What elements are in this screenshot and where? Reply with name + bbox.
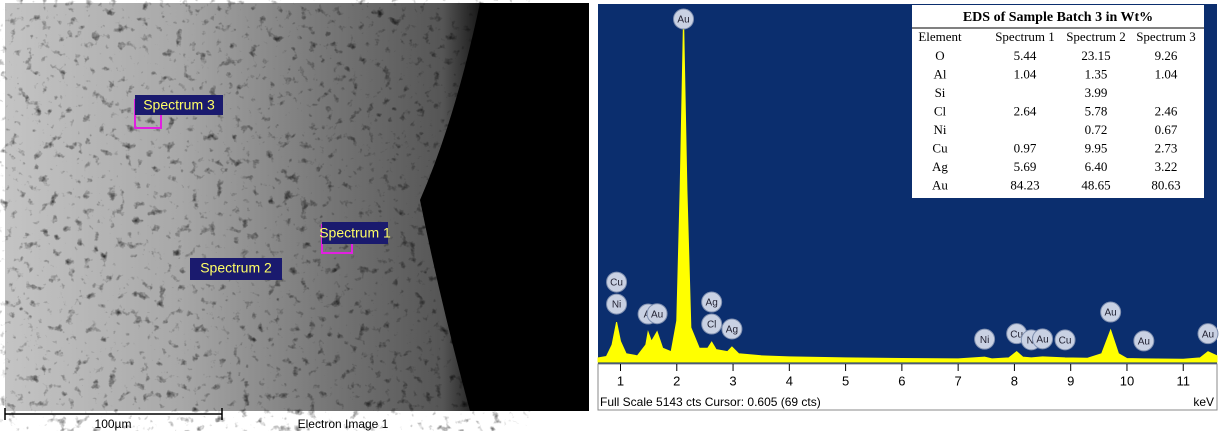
table-cell: 48.65 bbox=[1081, 177, 1110, 192]
table-cell: 5.69 bbox=[1014, 159, 1037, 174]
table-cell: O bbox=[935, 48, 944, 63]
x-axis-label: keV bbox=[1193, 395, 1214, 409]
table-cell: 9.95 bbox=[1085, 140, 1108, 155]
spectrum-label: Spectrum 2 bbox=[200, 260, 272, 276]
table-header: Spectrum 2 bbox=[1066, 29, 1126, 44]
table-header: Spectrum 3 bbox=[1136, 29, 1196, 44]
table-cell: 1.04 bbox=[1014, 66, 1037, 81]
table-cell: 5.78 bbox=[1085, 103, 1108, 118]
x-tick-label: 10 bbox=[1120, 373, 1134, 388]
spectrum-label: Spectrum 1 bbox=[319, 225, 391, 241]
table-cell: 23.15 bbox=[1081, 48, 1110, 63]
sem-image: Spectrum 3 Spectrum 1 Spectrum 2 100µm E… bbox=[5, 3, 589, 431]
peak-label: Au bbox=[651, 309, 663, 320]
table-cell: Au bbox=[932, 177, 948, 192]
table-cell: 3.22 bbox=[1155, 159, 1178, 174]
table-cell: 80.63 bbox=[1151, 177, 1180, 192]
peak-label: Ni bbox=[980, 335, 989, 346]
x-tick-label: 6 bbox=[898, 373, 905, 388]
peak-label: Au bbox=[1105, 308, 1117, 319]
table-cell: 0.67 bbox=[1155, 122, 1178, 137]
x-tick-label: 1 bbox=[617, 373, 624, 388]
peak-label: Cu bbox=[610, 278, 623, 289]
table-cell: 0.72 bbox=[1085, 122, 1108, 137]
spectrum-label: Spectrum 3 bbox=[143, 97, 215, 113]
peak-label: Ag bbox=[726, 325, 738, 336]
table: EDS of Sample Batch 3 in Wt% Element Spec… bbox=[912, 5, 1204, 198]
table-cell: 6.40 bbox=[1085, 159, 1108, 174]
x-tick-label: 11 bbox=[1176, 373, 1190, 388]
x-tick-label: 2 bbox=[673, 373, 680, 388]
table-cell: 1.35 bbox=[1085, 66, 1108, 81]
footer: Full Scale 5143 cts Cursor: 0.605 (69 ct… bbox=[600, 395, 821, 409]
table-cell: 2.64 bbox=[1014, 103, 1037, 118]
x-tick-label: 4 bbox=[786, 373, 793, 388]
table-cell: 84.23 bbox=[1010, 177, 1039, 192]
table-cell: Al bbox=[934, 66, 947, 81]
peak-label: Au bbox=[1036, 334, 1048, 345]
table-cell: Ni bbox=[934, 122, 947, 137]
x-tick-label: 8 bbox=[1011, 373, 1018, 388]
table-cell: 9.26 bbox=[1155, 48, 1178, 63]
table-cell: 3.99 bbox=[1085, 85, 1108, 100]
x-tick-label: 9 bbox=[1067, 373, 1074, 388]
peak-label: Cl bbox=[707, 320, 716, 331]
x-tick-label: 7 bbox=[955, 373, 962, 388]
table-cell: 2.46 bbox=[1155, 103, 1178, 118]
table-header: Spectrum 1 bbox=[995, 29, 1055, 44]
table-cell: Cu bbox=[932, 140, 948, 155]
scale-bar-label: 100µm bbox=[95, 417, 132, 431]
table-header: Element bbox=[918, 29, 962, 44]
peak-label: Cu bbox=[1059, 336, 1072, 347]
figure: Spectrum 3 Spectrum 1 Spectrum 2 100µm E… bbox=[0, 0, 1222, 431]
peak-label: Ag bbox=[706, 298, 718, 309]
x-tick-label: 3 bbox=[729, 373, 736, 388]
table-cell: Si bbox=[935, 85, 946, 100]
table-cell: Ag bbox=[932, 159, 948, 174]
table-cell: 5.44 bbox=[1014, 48, 1037, 63]
table-cell: 1.04 bbox=[1155, 66, 1178, 81]
peak-label: Au bbox=[677, 15, 689, 26]
peak-label: Ni bbox=[612, 300, 621, 311]
table-cell: 0.97 bbox=[1014, 140, 1037, 155]
table-cell: 2.73 bbox=[1155, 140, 1178, 155]
table-title: EDS of Sample Batch 3 in Wt% bbox=[963, 10, 1153, 25]
peak-label: Au bbox=[1202, 329, 1214, 340]
image-caption: Electron Image 1 bbox=[298, 417, 389, 431]
table-cell: Cl bbox=[934, 103, 947, 118]
x-tick-label: 5 bbox=[842, 373, 849, 388]
peak-label: Au bbox=[1138, 337, 1150, 348]
